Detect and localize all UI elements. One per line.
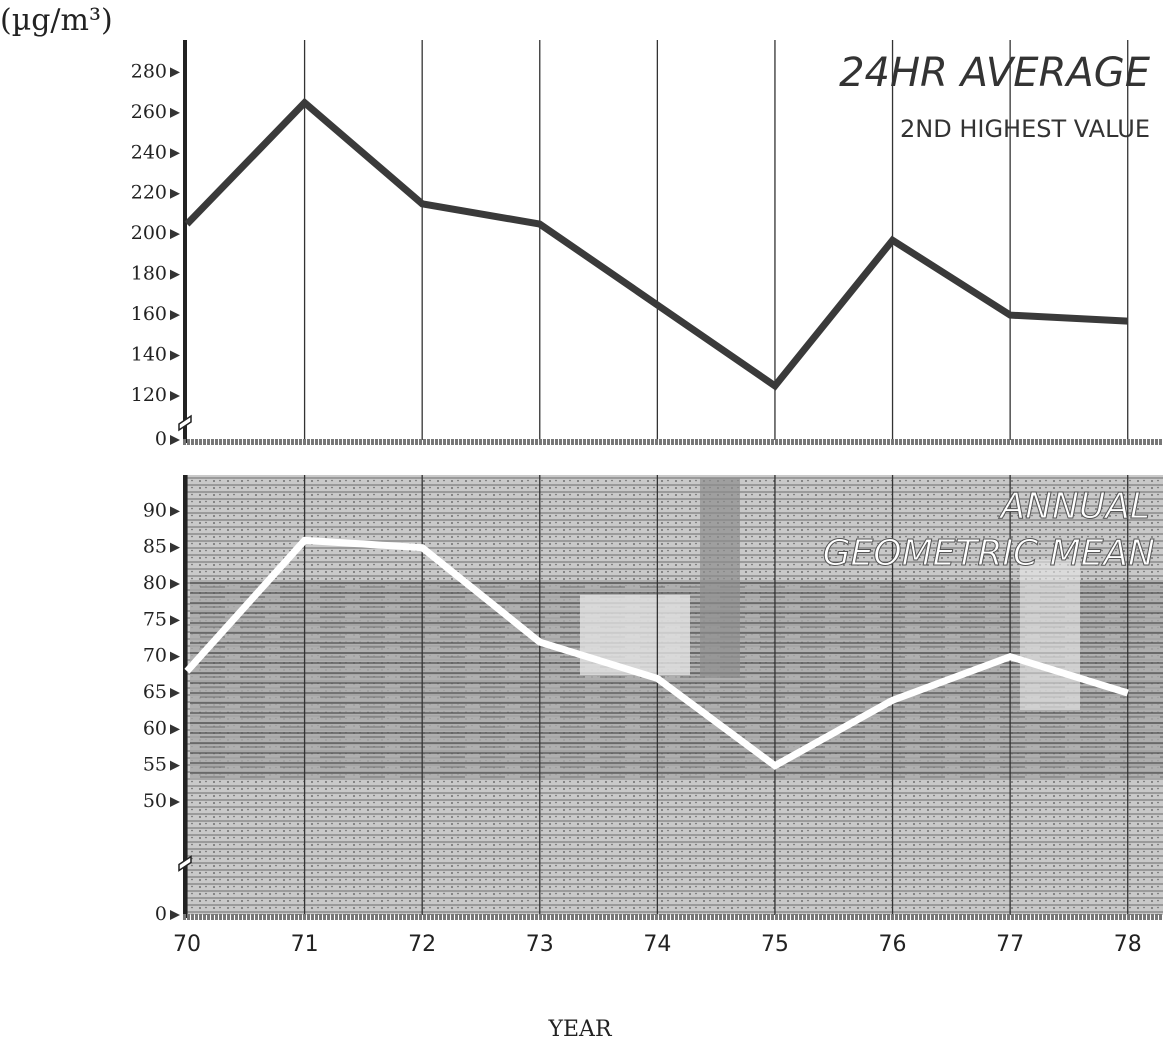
building	[1020, 560, 1080, 710]
y-tick-label: 160	[131, 303, 167, 325]
axis-break	[178, 414, 192, 432]
tick-mark	[170, 391, 180, 401]
tick-mark	[170, 107, 180, 118]
y-tick-label: 75	[143, 608, 167, 630]
y-tick-label: 260	[131, 101, 167, 123]
x-tick-label: 70	[173, 932, 201, 957]
x-tick-label: 72	[408, 932, 436, 957]
tick-mark	[170, 506, 180, 517]
tick-mark	[170, 797, 180, 807]
y-tick-label: 85	[143, 536, 167, 558]
x-tick-label: 71	[291, 932, 319, 957]
y-tick-label: 140	[131, 344, 167, 366]
tick-mark	[170, 188, 180, 199]
tick-mark	[170, 67, 180, 78]
tick-mark	[170, 760, 180, 771]
building	[700, 478, 740, 678]
y-tick-label: 0	[155, 903, 167, 925]
y-tick-label: 280	[131, 60, 167, 82]
axis-break	[178, 855, 192, 872]
x-tick-label: 76	[879, 932, 907, 957]
y-tick-label: 50	[143, 790, 167, 812]
x-tick-label: 75	[761, 932, 789, 957]
y-tick-label: 80	[143, 572, 167, 594]
chart-title: 24HR AVERAGE	[839, 50, 1151, 96]
y-axis-label: (µg/m³)	[0, 3, 113, 38]
tick-mark	[170, 269, 180, 280]
y-tick-label: 60	[143, 717, 167, 739]
tick-mark	[170, 350, 180, 361]
x-tick-label: 77	[996, 932, 1024, 957]
tick-mark	[170, 579, 180, 589]
x-axis-label: YEAR	[547, 1017, 612, 1042]
tick-mark	[170, 542, 180, 553]
x-tick-label: 73	[526, 932, 554, 957]
x-tick-label: 74	[643, 932, 671, 957]
y-tick-label: 90	[143, 499, 167, 521]
y-tick-label: 0	[155, 428, 167, 450]
y-tick-label: 220	[131, 182, 167, 204]
y-tick-label: 70	[143, 645, 167, 667]
data-line	[184, 97, 1128, 391]
y-tick-label: 65	[143, 681, 167, 703]
y-tick-label: 120	[131, 384, 167, 406]
tick-mark	[170, 310, 180, 321]
y-tick-label: 240	[131, 141, 167, 163]
tick-mark	[170, 435, 180, 445]
tick-mark	[170, 615, 180, 626]
x-tick-label: 78	[1114, 932, 1142, 957]
chart-subtitle: GEOMETRIC MEAN	[823, 533, 1155, 574]
chart-title: ANNUAL	[998, 486, 1150, 527]
chart-subtitle: 2ND HIGHEST VALUE	[900, 115, 1150, 143]
y-tick-label: 200	[131, 222, 167, 244]
tick-mark	[170, 724, 180, 735]
tick-mark	[170, 148, 180, 159]
tick-mark	[170, 688, 180, 698]
data-line	[184, 536, 1129, 770]
tick-mark	[170, 229, 180, 240]
y-tick-label: 55	[143, 754, 167, 776]
y-tick-label: 180	[131, 263, 167, 285]
tick-mark	[170, 651, 180, 662]
tick-mark	[170, 910, 180, 920]
